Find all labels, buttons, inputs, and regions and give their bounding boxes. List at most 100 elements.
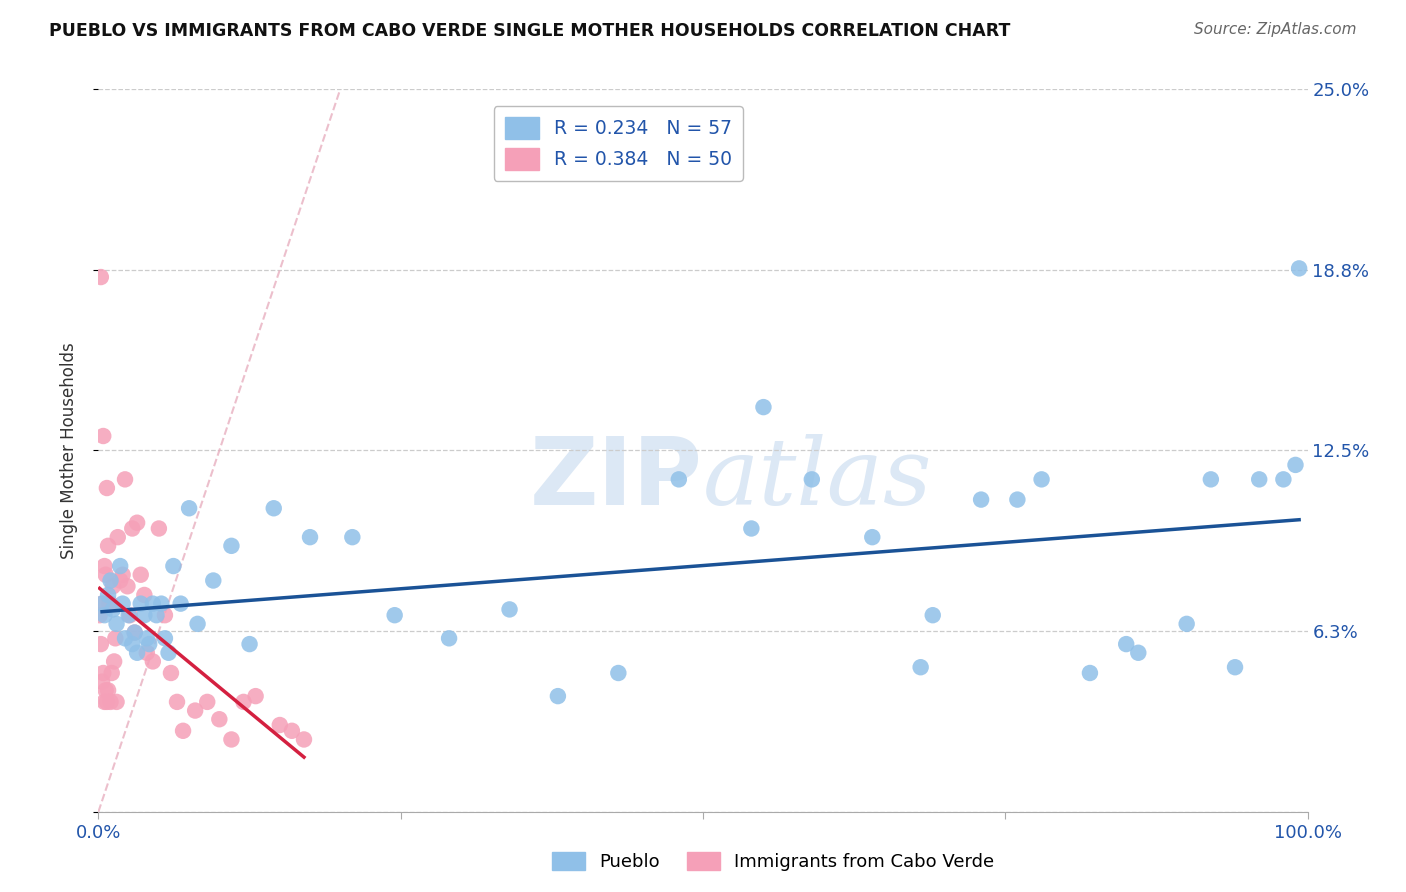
Point xyxy=(89,608,111,623)
Point xyxy=(135,632,157,646)
Point xyxy=(150,597,173,611)
Point xyxy=(800,472,823,486)
Point xyxy=(142,597,165,611)
Text: ZIP: ZIP xyxy=(530,434,703,525)
Point xyxy=(90,637,112,651)
Point xyxy=(91,597,114,611)
Point xyxy=(98,597,121,611)
Point xyxy=(157,646,180,660)
Point xyxy=(607,665,630,680)
Point xyxy=(281,723,304,738)
Point xyxy=(1078,665,1101,680)
Point xyxy=(101,579,124,593)
Point xyxy=(124,625,146,640)
Point xyxy=(91,429,114,443)
Point xyxy=(169,597,191,611)
Point xyxy=(153,632,176,646)
Point xyxy=(1115,637,1137,651)
Point xyxy=(111,567,134,582)
Point xyxy=(1288,261,1310,276)
Point xyxy=(148,521,170,535)
Point xyxy=(134,588,156,602)
Point xyxy=(105,616,128,631)
Point xyxy=(142,655,165,669)
Point xyxy=(100,665,122,680)
Legend: R = 0.234   N = 57, R = 0.384   N = 50: R = 0.234 N = 57, R = 0.384 N = 50 xyxy=(494,106,742,181)
Point xyxy=(162,559,184,574)
Point xyxy=(160,665,183,680)
Point xyxy=(118,608,141,623)
Point xyxy=(437,632,460,646)
Point xyxy=(202,574,225,588)
Point xyxy=(239,637,262,651)
Point xyxy=(221,539,243,553)
Point xyxy=(97,588,120,602)
Point xyxy=(921,608,943,623)
Point xyxy=(342,530,364,544)
Point xyxy=(172,723,194,738)
Point xyxy=(129,597,152,611)
Point xyxy=(135,646,157,660)
Point xyxy=(101,602,124,616)
Point xyxy=(1199,472,1222,486)
Point xyxy=(97,683,120,698)
Point xyxy=(668,472,690,486)
Point xyxy=(105,695,128,709)
Point xyxy=(124,625,146,640)
Point xyxy=(1031,472,1053,486)
Point xyxy=(111,597,134,611)
Point xyxy=(93,695,115,709)
Point xyxy=(108,574,131,588)
Point xyxy=(117,579,139,593)
Point xyxy=(1223,660,1246,674)
Point xyxy=(100,574,122,588)
Point xyxy=(127,516,149,530)
Point xyxy=(118,608,141,623)
Point xyxy=(91,674,114,689)
Point xyxy=(121,521,143,535)
Point xyxy=(90,270,112,285)
Point xyxy=(91,665,114,680)
Legend: Pueblo, Immigrants from Cabo Verde: Pueblo, Immigrants from Cabo Verde xyxy=(546,845,1001,879)
Point xyxy=(97,539,120,553)
Text: Source: ZipAtlas.com: Source: ZipAtlas.com xyxy=(1194,22,1357,37)
Point xyxy=(1175,616,1198,631)
Point xyxy=(1249,472,1271,486)
Point xyxy=(187,616,209,631)
Point xyxy=(107,530,129,544)
Point xyxy=(740,521,762,535)
Point xyxy=(94,567,117,582)
Point xyxy=(94,683,117,698)
Point xyxy=(910,660,932,674)
Point xyxy=(1007,492,1029,507)
Point xyxy=(138,637,160,651)
Point xyxy=(114,632,136,646)
Text: PUEBLO VS IMMIGRANTS FROM CABO VERDE SINGLE MOTHER HOUSEHOLDS CORRELATION CHART: PUEBLO VS IMMIGRANTS FROM CABO VERDE SIN… xyxy=(49,22,1011,40)
Point xyxy=(96,695,118,709)
Point xyxy=(1284,458,1306,472)
Text: atlas: atlas xyxy=(703,434,932,524)
Point xyxy=(114,472,136,486)
Point xyxy=(221,732,243,747)
Point xyxy=(134,608,156,623)
Point xyxy=(263,501,285,516)
Point xyxy=(208,712,231,726)
Point xyxy=(100,695,122,709)
Point xyxy=(91,597,114,611)
Point xyxy=(292,732,315,747)
Point xyxy=(121,637,143,651)
Point xyxy=(299,530,322,544)
Point xyxy=(96,481,118,495)
Y-axis label: Single Mother Households: Single Mother Households xyxy=(59,343,77,558)
Point xyxy=(108,559,131,574)
Point xyxy=(179,501,201,516)
Point xyxy=(104,632,127,646)
Point xyxy=(129,567,152,582)
Point xyxy=(970,492,993,507)
Point xyxy=(498,602,520,616)
Point xyxy=(752,400,775,414)
Point xyxy=(93,608,115,623)
Point xyxy=(127,646,149,660)
Point xyxy=(1272,472,1295,486)
Point xyxy=(547,689,569,703)
